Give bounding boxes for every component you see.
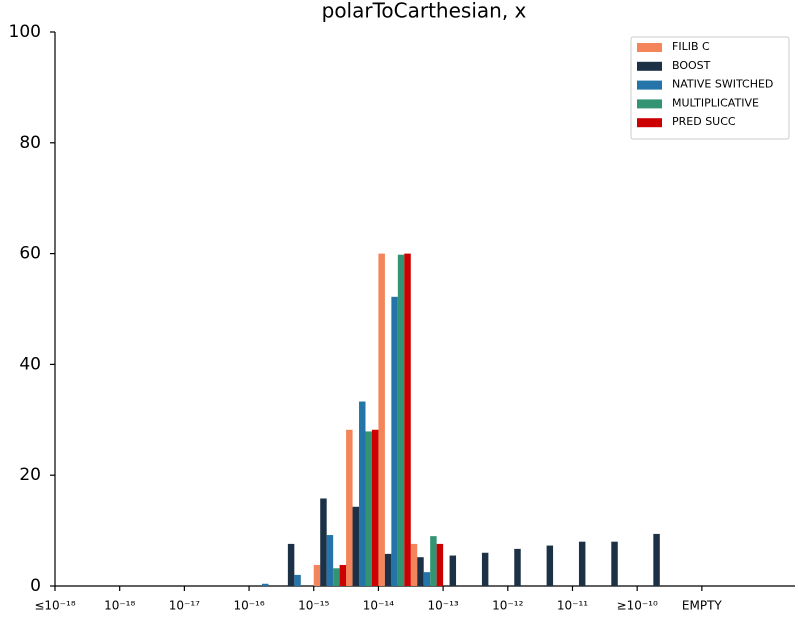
bar	[430, 536, 437, 586]
bar	[436, 543, 444, 586]
legend-label: NATIVE SWITCHED	[672, 78, 773, 91]
legend-swatch	[637, 61, 662, 71]
bar	[397, 254, 405, 586]
legend-swatch	[637, 99, 662, 109]
legend-swatch	[637, 118, 662, 128]
x-tick-label: EMPTY	[682, 599, 723, 613]
bar	[326, 535, 334, 586]
y-tick-label: 40	[19, 354, 41, 374]
bar	[653, 533, 660, 586]
chart-title: polarToCarthesian, x	[322, 0, 527, 23]
legend-label: PRED SUCC	[672, 115, 736, 128]
bar	[359, 401, 366, 586]
legend-box	[630, 36, 790, 140]
x-tick-label: 10⁻¹³	[427, 599, 458, 613]
y-tick-label: 100	[9, 22, 41, 42]
y-tick-label: 80	[19, 133, 41, 153]
y-tick-label: 60	[19, 244, 41, 264]
bar	[514, 548, 521, 586]
bar	[378, 253, 385, 586]
x-tick-label: ≥10⁻¹⁰	[617, 599, 658, 613]
bar	[384, 553, 392, 586]
bar	[294, 574, 301, 586]
bar	[365, 431, 372, 586]
bar	[333, 568, 340, 586]
bar	[481, 552, 489, 586]
x-tick-label: 10⁻¹⁴	[363, 599, 394, 613]
bar	[261, 583, 269, 586]
legend-label: FILIB C	[672, 40, 710, 53]
bar	[417, 557, 424, 586]
bar	[423, 572, 431, 586]
legend-label: BOOST	[672, 59, 711, 72]
bar	[352, 506, 360, 586]
bar	[339, 564, 347, 586]
x-tick-label: ≤10⁻¹⁸	[34, 599, 75, 613]
x-tick-label: 10⁻¹²	[492, 599, 523, 613]
bar	[404, 253, 411, 586]
bar	[449, 555, 457, 586]
bar	[410, 543, 418, 586]
bar	[578, 541, 586, 586]
bar	[546, 545, 554, 586]
bar	[611, 541, 618, 586]
legend-swatch	[637, 43, 662, 52]
bar	[320, 498, 327, 586]
bar	[371, 429, 379, 586]
y-tick-label: 0	[30, 576, 41, 596]
bar	[287, 543, 295, 586]
x-tick-label: 10⁻¹⁷	[169, 599, 200, 613]
x-tick-label: 10⁻¹⁶	[233, 599, 264, 613]
x-tick-label: 10⁻¹⁸	[104, 599, 135, 613]
bar	[313, 564, 321, 586]
x-tick-label: 10⁻¹¹	[557, 599, 588, 613]
y-tick-label: 20	[19, 465, 41, 485]
bar	[346, 429, 353, 586]
legend-swatch	[637, 80, 662, 90]
x-tick-label: 10⁻¹⁵	[298, 599, 329, 613]
bar	[391, 296, 398, 586]
legend-label: MULTIPLICATIVE	[672, 96, 759, 109]
